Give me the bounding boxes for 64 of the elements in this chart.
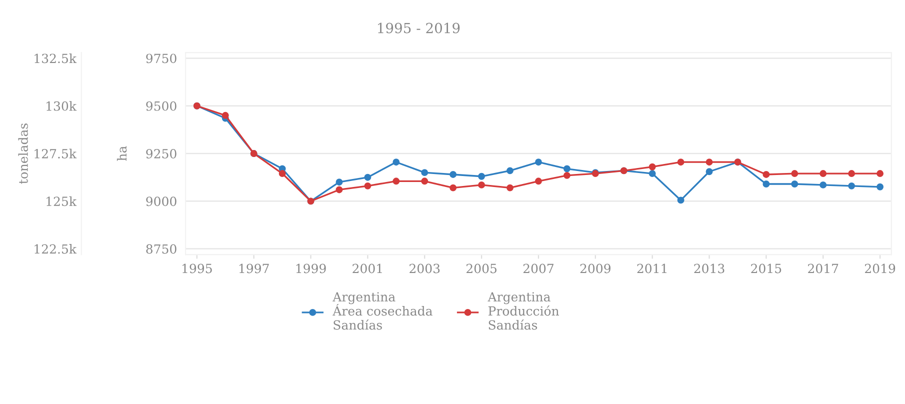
x-tick-label: 2013: [694, 264, 724, 274]
point: [563, 172, 570, 179]
point: [876, 183, 884, 190]
y2-tick-label: 125k: [46, 196, 77, 206]
point: [791, 170, 798, 177]
x-tick-label: 2009: [580, 264, 610, 274]
point: [336, 178, 343, 186]
y-axis-title: ha: [116, 146, 127, 161]
point: [820, 181, 827, 188]
y-tick-label: 8750: [146, 244, 176, 254]
point: [506, 184, 514, 192]
point: [648, 170, 656, 177]
y-tick-label: 9500: [146, 101, 176, 111]
x-tick-label: 2007: [523, 264, 554, 274]
x-tick-label: 2001: [352, 264, 382, 274]
point: [762, 171, 770, 178]
y2-tick-label: 122.5k: [34, 244, 77, 254]
x-tick-label: 2017: [808, 264, 838, 274]
point: [820, 170, 827, 177]
point: [677, 196, 684, 204]
point: [364, 182, 372, 190]
point: [535, 178, 542, 185]
point: [506, 167, 514, 174]
y-tick-label: 9000: [146, 196, 176, 206]
x-tick-label: 2003: [410, 264, 440, 274]
point: [535, 158, 542, 166]
y-tick-label: 9250: [146, 148, 176, 158]
x-tick-label: 2005: [466, 264, 496, 274]
point: [478, 172, 486, 180]
point: [848, 182, 856, 190]
point: [336, 186, 343, 194]
point: [876, 170, 884, 177]
y2-tick-label: 130k: [46, 101, 77, 111]
point: [791, 180, 798, 188]
point: [677, 158, 684, 166]
x-tick-label: 1999: [296, 264, 326, 274]
point: [392, 158, 400, 166]
point: [421, 178, 428, 185]
point: [421, 169, 428, 176]
point: [222, 112, 229, 119]
point: [848, 170, 856, 177]
point: [278, 170, 286, 177]
point: [478, 181, 486, 188]
legend-label: Argentina Producción Sandías: [488, 292, 559, 330]
point: [706, 158, 713, 166]
legend-label: Argentina Área cosechada Sandías: [332, 292, 432, 330]
x-tick-label: 1997: [239, 264, 269, 274]
y-tick-label: 9750: [146, 54, 176, 64]
point: [364, 174, 372, 181]
point: [762, 180, 770, 188]
y2-axis-title: toneladas: [18, 124, 28, 184]
x-tick-label: 2015: [751, 264, 782, 274]
y2-tick-label: 127.5k: [34, 148, 77, 158]
x-tick-label: 2019: [864, 264, 896, 274]
y2-tick-label: 132.5k: [34, 53, 77, 64]
x-tick-label: 2011: [637, 264, 666, 274]
chart-title: 1995 - 2019: [378, 22, 460, 34]
point: [450, 171, 457, 178]
point: [648, 163, 656, 170]
point: [450, 184, 457, 192]
point: [563, 165, 570, 172]
point: [706, 168, 713, 176]
x-tick-label: 1995: [182, 264, 212, 274]
point: [392, 178, 400, 185]
